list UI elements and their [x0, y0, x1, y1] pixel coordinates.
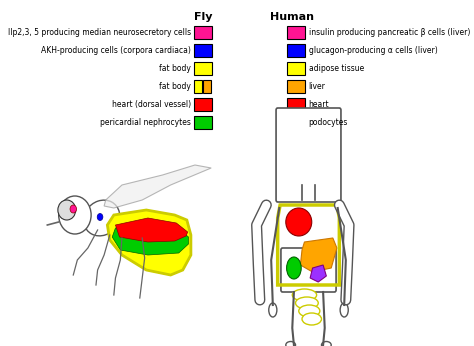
Ellipse shape: [286, 208, 312, 236]
FancyBboxPatch shape: [194, 44, 212, 57]
Text: liver: liver: [309, 82, 325, 91]
FancyBboxPatch shape: [287, 26, 305, 39]
Ellipse shape: [321, 342, 331, 346]
Polygon shape: [301, 238, 337, 272]
Ellipse shape: [287, 257, 301, 279]
FancyBboxPatch shape: [287, 80, 305, 93]
Ellipse shape: [269, 303, 277, 317]
Text: AKH-producing cells (corpora cardiaca): AKH-producing cells (corpora cardiaca): [41, 46, 191, 55]
Polygon shape: [104, 165, 211, 208]
Circle shape: [70, 205, 76, 213]
Ellipse shape: [58, 200, 76, 220]
Ellipse shape: [299, 305, 320, 317]
Polygon shape: [107, 210, 191, 275]
Ellipse shape: [59, 196, 91, 234]
Circle shape: [97, 213, 103, 220]
Ellipse shape: [293, 144, 324, 186]
Ellipse shape: [340, 303, 348, 317]
Ellipse shape: [286, 342, 295, 346]
Text: glucagon-producing α cells (liver): glucagon-producing α cells (liver): [309, 46, 437, 55]
Text: adipose tissue: adipose tissue: [309, 64, 364, 73]
FancyBboxPatch shape: [194, 80, 202, 93]
Text: Human: Human: [270, 12, 314, 22]
FancyBboxPatch shape: [287, 98, 305, 111]
Text: podocytes: podocytes: [309, 118, 348, 127]
Ellipse shape: [84, 200, 119, 236]
Polygon shape: [116, 218, 188, 242]
FancyBboxPatch shape: [194, 26, 212, 39]
FancyBboxPatch shape: [276, 108, 341, 202]
FancyBboxPatch shape: [287, 62, 305, 75]
Ellipse shape: [295, 297, 318, 309]
FancyBboxPatch shape: [302, 174, 315, 188]
Text: fat body: fat body: [159, 64, 191, 73]
Polygon shape: [112, 222, 189, 255]
Text: insulin producing pancreatic β cells (liver): insulin producing pancreatic β cells (li…: [309, 28, 470, 37]
FancyBboxPatch shape: [287, 116, 305, 129]
Text: fat body: fat body: [159, 82, 191, 91]
FancyBboxPatch shape: [287, 44, 305, 57]
Text: Ilp2,3, 5 producing median neurosecretory cells: Ilp2,3, 5 producing median neurosecretor…: [8, 28, 191, 37]
FancyBboxPatch shape: [281, 248, 336, 292]
Text: heart: heart: [309, 100, 329, 109]
Text: Fly: Fly: [194, 12, 212, 22]
Text: heart (dorsal vessel): heart (dorsal vessel): [112, 100, 191, 109]
Polygon shape: [310, 265, 327, 282]
Text: pericardial nephrocytes: pericardial nephrocytes: [100, 118, 191, 127]
FancyBboxPatch shape: [194, 116, 212, 129]
FancyBboxPatch shape: [203, 80, 211, 93]
FancyBboxPatch shape: [194, 62, 212, 75]
FancyBboxPatch shape: [194, 98, 212, 111]
Ellipse shape: [302, 313, 321, 325]
Ellipse shape: [292, 289, 317, 301]
